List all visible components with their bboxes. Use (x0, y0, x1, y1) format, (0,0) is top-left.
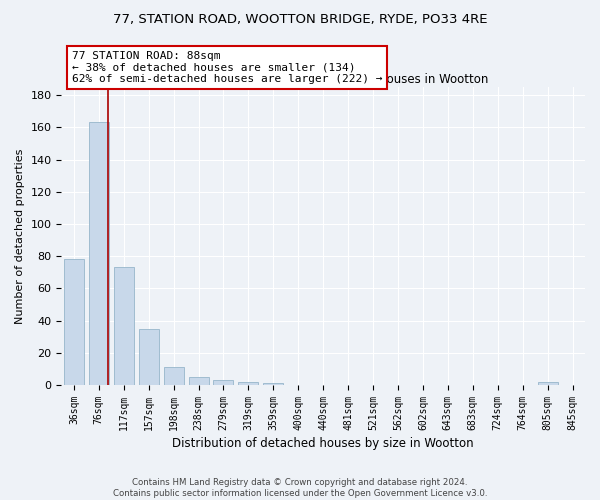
Bar (64, 260, 84, 385)
Bar (89, 122, 109, 385)
Text: 77, STATION ROAD, WOOTTON BRIDGE, RYDE, PO33 4RE: 77, STATION ROAD, WOOTTON BRIDGE, RYDE, … (113, 12, 487, 26)
Text: 77 STATION ROAD: 88sqm
← 38% of detached houses are smaller (134)
62% of semi-de: 77 STATION ROAD: 88sqm ← 38% of detached… (72, 51, 382, 84)
Bar (214, 380, 233, 385)
Text: Contains HM Land Registry data © Crown copyright and database right 2024.
Contai: Contains HM Land Registry data © Crown c… (113, 478, 487, 498)
Bar (164, 368, 184, 385)
Bar (263, 384, 283, 385)
Y-axis label: Number of detached properties: Number of detached properties (15, 148, 25, 324)
Title: Size of property relative to detached houses in Wootton: Size of property relative to detached ho… (158, 73, 488, 86)
Bar (238, 382, 259, 385)
X-axis label: Distribution of detached houses by size in Wootton: Distribution of detached houses by size … (172, 437, 474, 450)
Bar (114, 268, 134, 385)
Bar (139, 328, 158, 385)
Bar (538, 382, 557, 385)
Bar (188, 377, 209, 385)
